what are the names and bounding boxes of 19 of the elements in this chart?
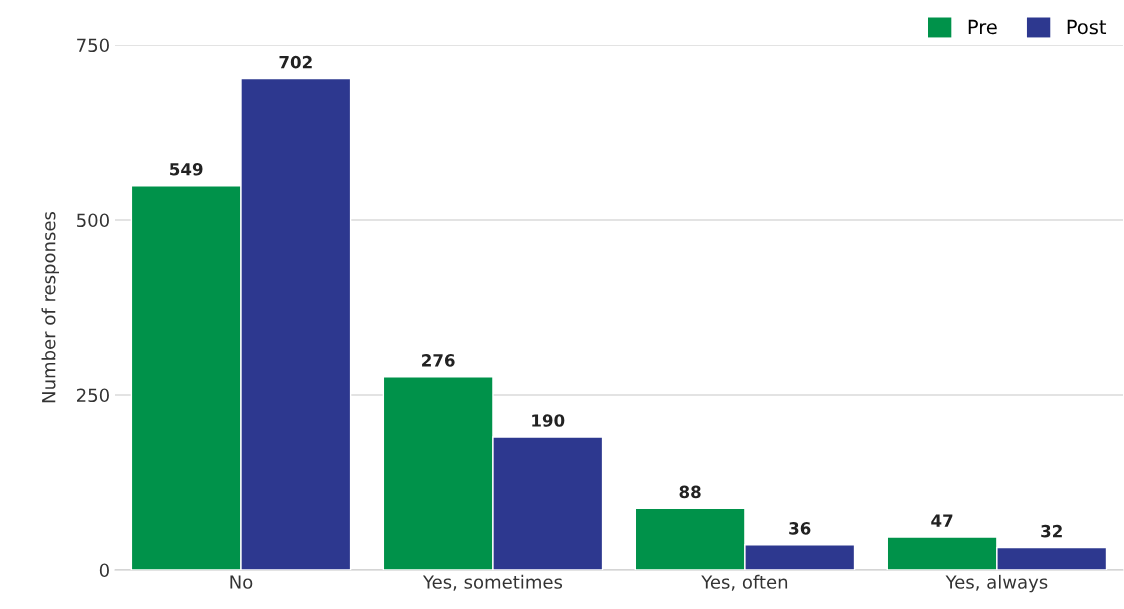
data-label: 47 xyxy=(931,514,953,527)
data-label: 36 xyxy=(789,522,811,535)
data-label: 32 xyxy=(1041,524,1062,538)
x-tick-label: Yes, always xyxy=(945,574,1048,593)
y-tick-label: 250 xyxy=(77,388,109,403)
data-label: 190 xyxy=(532,414,565,427)
y-tick-label: 0 xyxy=(99,563,109,578)
x-tick-label: No xyxy=(230,575,253,589)
x-tick-label: Yes, often xyxy=(701,574,788,591)
data-label: 88 xyxy=(679,485,701,499)
data-label: 549 xyxy=(170,162,203,176)
legend-label: Post xyxy=(1067,19,1107,35)
y-axis-title: Number of responses xyxy=(41,211,60,403)
y-tick-label: 750 xyxy=(77,38,109,53)
y-tick-label: 500 xyxy=(77,213,109,228)
x-tick-label: Yes, sometimes xyxy=(422,574,563,591)
data-label: 276 xyxy=(422,354,455,367)
legend-label: Pre xyxy=(968,19,997,35)
data-label: 702 xyxy=(279,55,312,69)
